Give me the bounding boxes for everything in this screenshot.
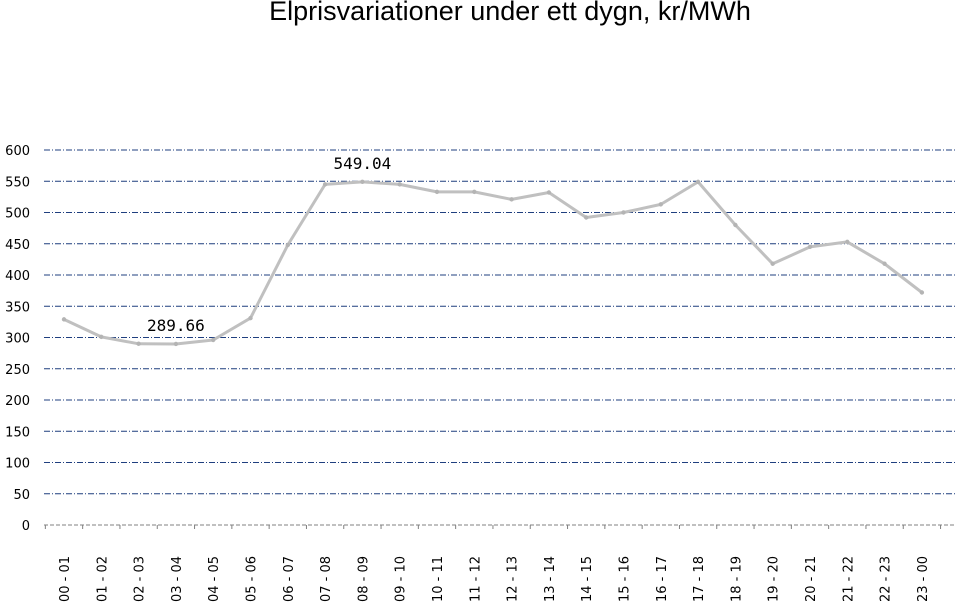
x-tick-label: 10 - 11 bbox=[431, 556, 446, 602]
y-tick-label: 250 bbox=[5, 363, 30, 378]
data-point bbox=[397, 182, 402, 187]
data-point bbox=[658, 202, 663, 207]
data-point bbox=[621, 210, 626, 215]
y-tick-label: 300 bbox=[5, 332, 30, 347]
data-point bbox=[695, 179, 701, 185]
x-tick-label: 11 - 12 bbox=[468, 556, 483, 602]
y-tick-label: 350 bbox=[5, 300, 30, 315]
x-tick-label: 16 - 17 bbox=[655, 556, 670, 602]
y-tick-label: 0 bbox=[22, 519, 30, 534]
data-label: 289.66 bbox=[147, 316, 205, 335]
y-tick-label: 200 bbox=[5, 394, 30, 409]
data-label: 549.04 bbox=[334, 154, 392, 173]
y-tick-label: 400 bbox=[5, 269, 30, 284]
data-point bbox=[173, 341, 179, 347]
y-tick-label: 150 bbox=[5, 425, 30, 440]
x-tick-label: 19 - 20 bbox=[767, 556, 782, 602]
data-point bbox=[285, 242, 290, 248]
x-tick-label: 08 - 09 bbox=[356, 556, 371, 602]
y-tick-label: 600 bbox=[5, 144, 30, 159]
data-point bbox=[733, 222, 738, 228]
x-tick-label: 17 - 18 bbox=[692, 556, 707, 602]
data-point bbox=[61, 317, 67, 322]
x-tick-label: 05 - 06 bbox=[245, 556, 260, 602]
grid-lines bbox=[44, 149, 955, 495]
x-tick-label: 22 - 23 bbox=[879, 556, 894, 602]
y-tick-label: 50 bbox=[13, 488, 30, 503]
series-group bbox=[61, 179, 925, 347]
x-tick-label: 12 - 13 bbox=[506, 556, 521, 602]
x-tick-label: 00 - 01 bbox=[58, 556, 73, 602]
data-point bbox=[99, 334, 104, 340]
data-point bbox=[360, 179, 365, 185]
data-point bbox=[322, 182, 328, 187]
x-tick-label: 20 - 21 bbox=[804, 556, 819, 602]
x-tick-label: 02 - 03 bbox=[133, 556, 148, 602]
chart-title: Elprisvariationer under ett dygn, kr/MWh bbox=[269, 0, 751, 26]
x-tick-label: 06 - 07 bbox=[282, 556, 297, 602]
y-tick-label: 450 bbox=[5, 238, 30, 253]
y-tick-label: 500 bbox=[5, 207, 30, 222]
data-point bbox=[919, 290, 925, 295]
x-tick-label: 13 - 14 bbox=[543, 556, 558, 602]
x-tick-label: 14 - 15 bbox=[580, 556, 595, 602]
x-axis-tick-labels: 00 - 01 01 - 02 02 - 03 03 - 04 04 - 05 05 - … bbox=[58, 556, 931, 602]
y-tick-label: 100 bbox=[5, 457, 30, 472]
x-tick-label: 15 - 16 bbox=[618, 556, 633, 602]
data-point bbox=[546, 190, 552, 195]
y-axis-tick-labels: 0 50 100 150 200 250 300 350 400 450 500 550 600 bbox=[5, 144, 30, 534]
x-tick-label: 23 - 00 bbox=[916, 556, 931, 602]
data-point bbox=[136, 341, 141, 346]
data-point bbox=[807, 244, 813, 250]
x-tick-label: 21 - 22 bbox=[841, 556, 856, 602]
x-tick-label: 04 - 05 bbox=[207, 556, 222, 602]
data-point bbox=[770, 261, 775, 266]
data-point bbox=[584, 215, 589, 220]
x-tick-label: 03 - 04 bbox=[170, 556, 185, 602]
data-point bbox=[882, 261, 887, 266]
data-point bbox=[434, 189, 440, 195]
data-point bbox=[845, 239, 850, 245]
data-point bbox=[248, 315, 253, 321]
data-point bbox=[211, 337, 216, 343]
x-tick-label: 09 - 10 bbox=[394, 556, 409, 602]
y-tick-label: 550 bbox=[5, 175, 30, 190]
x-tick-label: 07 - 08 bbox=[319, 556, 334, 602]
data-point bbox=[472, 189, 477, 195]
annotations: 289.66 549.04 bbox=[147, 154, 391, 335]
series-line bbox=[63, 180, 923, 346]
data-point bbox=[509, 197, 514, 202]
x-axis bbox=[44, 524, 955, 529]
x-tick-label: 18 - 19 bbox=[729, 556, 744, 602]
x-tick-label: 01 - 02 bbox=[95, 556, 110, 602]
